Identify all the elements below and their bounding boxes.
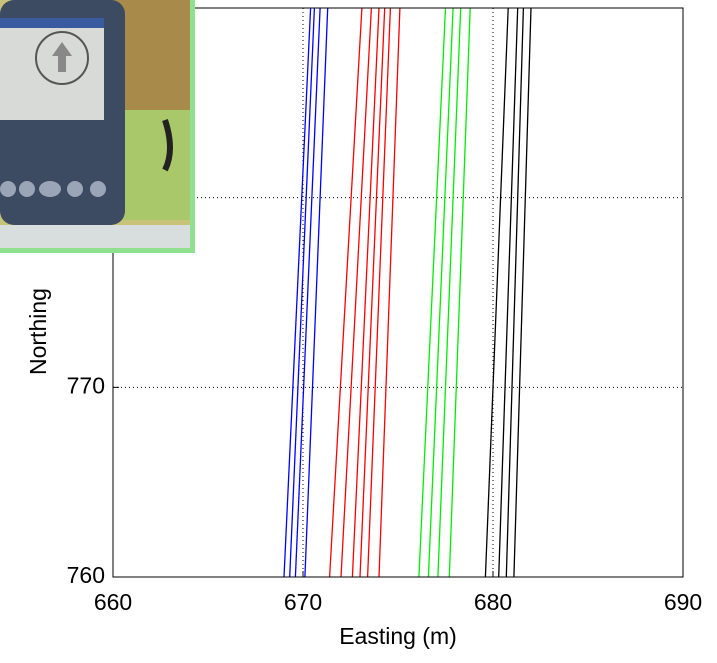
track-line <box>427 7 454 578</box>
track-line <box>283 7 312 578</box>
track-line <box>378 7 401 578</box>
x-tick-label: 660 <box>94 589 132 615</box>
track-line <box>340 7 373 578</box>
track-line <box>359 7 386 578</box>
y-tick-label: 760 <box>67 562 105 588</box>
device-buttons <box>0 181 106 197</box>
x-tick-label: 690 <box>664 589 702 615</box>
photo-ground <box>0 225 190 248</box>
inset-photo <box>0 0 195 253</box>
x-tick-label: 680 <box>474 589 512 615</box>
track-line <box>328 7 363 578</box>
track-line <box>366 7 392 578</box>
device-arrow <box>52 42 72 72</box>
device-compass <box>35 31 89 85</box>
track-line <box>289 7 316 578</box>
y-tick-label: 770 <box>67 372 105 398</box>
track-line <box>498 7 519 578</box>
track-line <box>294 7 321 578</box>
x-tick-label: 670 <box>284 589 322 615</box>
track-line <box>505 7 525 578</box>
track-line <box>304 7 329 578</box>
photo-foliage <box>120 110 190 220</box>
y-axis-label: Northing <box>25 288 51 375</box>
track-line <box>418 7 447 578</box>
track-line <box>448 7 471 578</box>
plot-frame <box>112 7 684 578</box>
track-line <box>513 7 532 578</box>
track-line <box>484 7 509 578</box>
track-line <box>437 7 462 578</box>
device-titlebar <box>0 18 104 28</box>
x-axis-label: Easting (m) <box>339 623 457 649</box>
plot-area: 760770780 <box>67 7 684 588</box>
track-line <box>351 7 380 578</box>
device-antenna <box>162 119 173 172</box>
